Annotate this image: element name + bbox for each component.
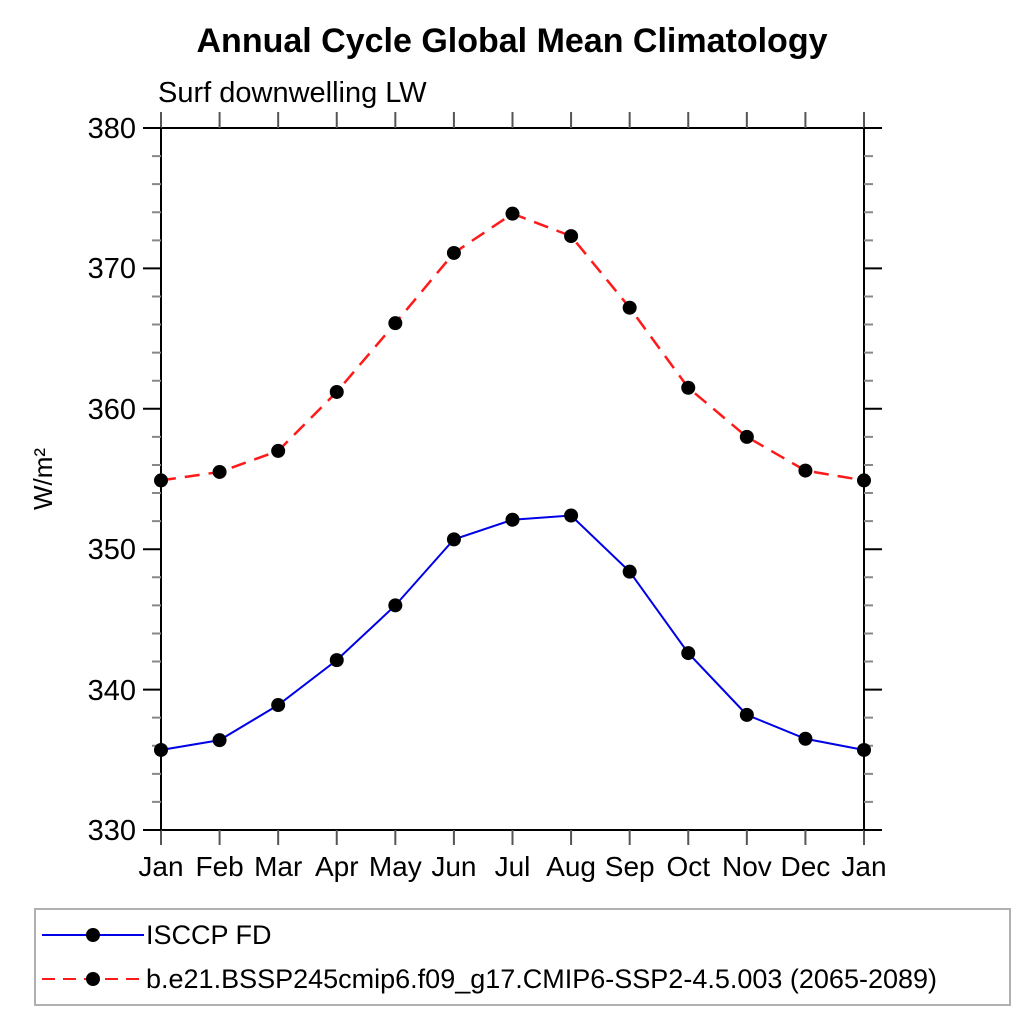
y-axis-label: W/m²	[28, 448, 58, 510]
y-minor-ticks	[152, 155, 873, 803]
data-point	[739, 707, 754, 722]
data-point	[564, 508, 579, 523]
data-point	[681, 646, 696, 661]
data-point	[798, 463, 813, 478]
x-tick-label-nov: Nov	[722, 851, 772, 882]
data-point	[857, 742, 871, 757]
data-point	[446, 245, 461, 260]
legend-box: ISCCP FD b.e21.BSSP245cmip6.f09_g17.CMIP…	[34, 908, 1011, 1006]
data-point	[388, 316, 403, 331]
x-tick-label-may: May	[369, 851, 422, 882]
data-point	[154, 473, 168, 488]
x-tick-label-dec: Dec	[781, 851, 831, 882]
line-chart: Annual Cycle Global Mean Climatology Sur…	[28, 22, 887, 882]
x-tick-label-mar: Mar	[254, 851, 302, 882]
data-point	[681, 380, 696, 395]
data-point	[564, 229, 579, 244]
plot-frame	[160, 127, 865, 831]
y-tick-label-330: 330	[88, 815, 136, 847]
legend-item-isccp-fd: ISCCP FD	[36, 913, 1009, 957]
y-tick-label-360: 360	[88, 394, 136, 426]
data-point	[622, 300, 637, 315]
y-major-ticks	[143, 127, 882, 831]
x-tick-label-jun: Jun	[431, 851, 476, 882]
data-point	[329, 384, 344, 399]
y-tick-label-370: 370	[88, 253, 136, 285]
y-tick-label-340: 340	[88, 675, 136, 707]
legend-line-sample-dashed	[42, 972, 144, 986]
data-point	[798, 731, 813, 746]
data-point	[329, 653, 344, 668]
x-tick-label-jan1: Jan	[138, 851, 183, 882]
data-point	[857, 473, 871, 488]
data-point	[505, 512, 520, 527]
series-markers-isccp-fd	[154, 508, 871, 757]
data-point	[622, 564, 637, 579]
data-point	[739, 429, 754, 444]
data-point	[154, 742, 168, 757]
legend-label-model-ssp245: b.e21.BSSP245cmip6.f09_g17.CMIP6-SSP2-4.…	[146, 963, 938, 994]
series-line-model-ssp245	[160, 212, 865, 482]
legend-item-model-ssp245: b.e21.BSSP245cmip6.f09_g17.CMIP6-SSP2-4.…	[36, 957, 1009, 1001]
data-point	[271, 443, 286, 458]
data-point	[271, 698, 286, 713]
data-point	[505, 206, 520, 221]
series-line-isccp-fd	[160, 514, 865, 751]
chart-title: Annual Cycle Global Mean Climatology	[197, 22, 828, 60]
y-tick-label-350: 350	[88, 534, 136, 566]
legend-sample-marker-dot	[86, 972, 100, 986]
legend-sample-marker-dot	[86, 928, 100, 942]
legend-line-sample-solid	[42, 928, 144, 942]
x-tick-label-sep: Sep	[605, 851, 655, 882]
data-point	[212, 464, 227, 479]
x-tick-label-feb: Feb	[195, 851, 243, 882]
data-point	[212, 733, 227, 748]
x-tick-label-jul: Jul	[495, 851, 531, 882]
x-month-ticks	[160, 112, 865, 845]
x-tick-label-jan2: Jan	[841, 851, 886, 882]
legend-label-isccp-fd: ISCCP FD	[146, 919, 272, 950]
chart-subtitle: Surf downwelling LW	[158, 77, 427, 109]
x-tick-label-oct: Oct	[667, 851, 711, 882]
data-point	[446, 532, 461, 547]
data-point	[388, 598, 403, 613]
x-tick-label-aug: Aug	[546, 851, 596, 882]
x-tick-label-apr: Apr	[315, 851, 359, 882]
series-markers-model-ssp245	[154, 206, 871, 488]
y-tick-label-380: 380	[88, 113, 136, 145]
